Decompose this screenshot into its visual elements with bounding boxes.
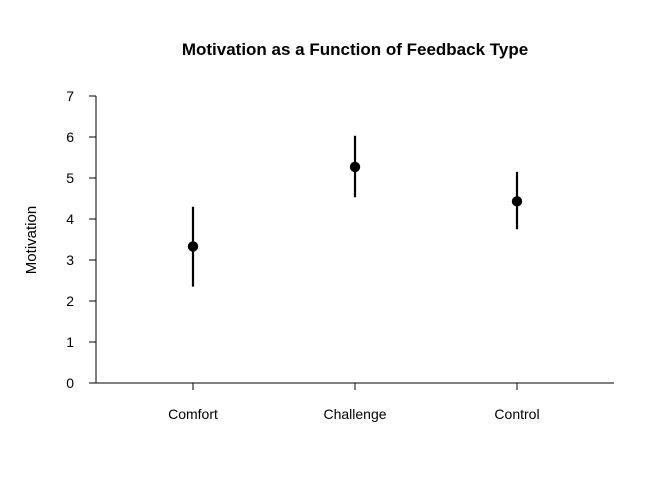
y-tick-label: 0 — [66, 375, 74, 391]
x-tick-label: Comfort — [168, 406, 218, 422]
data-point-challenge — [349, 161, 361, 173]
y-axis: 0 1 2 3 4 5 6 7 — [66, 88, 97, 391]
y-tick-label: 4 — [66, 211, 74, 227]
x-tick-label: Challenge — [323, 406, 386, 422]
y-tick-label: 1 — [66, 334, 74, 350]
y-tick-label: 6 — [66, 129, 74, 145]
y-tick-label: 2 — [66, 293, 74, 309]
y-tick-label: 5 — [66, 170, 74, 186]
x-tick-label: Control — [494, 406, 539, 422]
y-tick-label: 3 — [66, 252, 74, 268]
chart-title: Motivation as a Function of Feedback Typ… — [182, 40, 528, 59]
plot-marks — [187, 135, 523, 287]
y-tick-label: 7 — [66, 88, 74, 104]
y-axis-label: Motivation — [23, 206, 40, 274]
x-axis: Comfort Challenge Control — [96, 382, 614, 422]
data-point-control — [511, 196, 523, 207]
data-point-comfort — [187, 241, 199, 252]
